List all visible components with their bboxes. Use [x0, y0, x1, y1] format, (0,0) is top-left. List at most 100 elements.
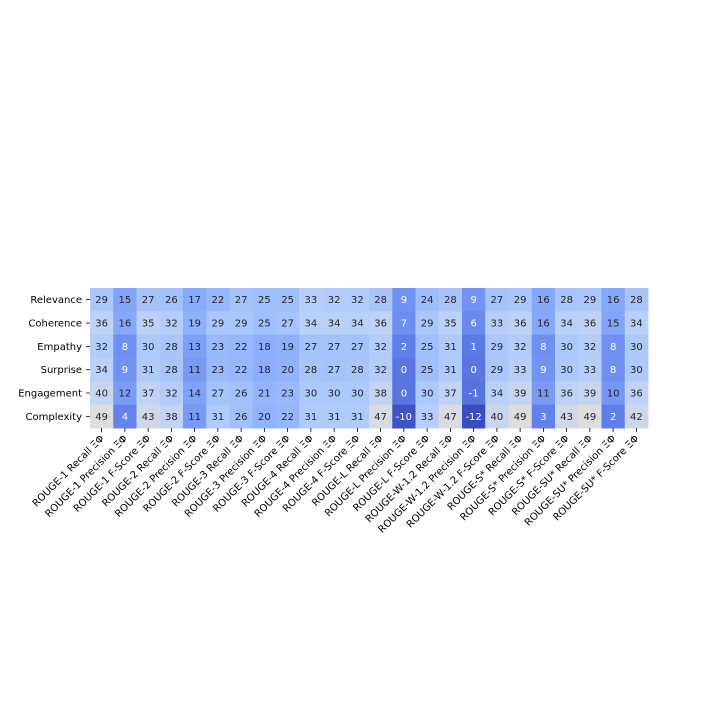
heatmap-cell [508, 311, 533, 336]
heatmap-cell [531, 358, 556, 382]
heatmap-cell [136, 334, 161, 359]
cell-value-label: 8 [540, 342, 546, 353]
row-labels: Relevance Coherence Empathy Surprise Engagem… [18, 295, 90, 423]
heatmap-cell [555, 288, 579, 312]
heatmap-cell [136, 288, 161, 312]
heatmap-cell [485, 334, 509, 359]
heatmap-cell [276, 334, 300, 359]
heatmap-cell [438, 288, 463, 312]
cell-value-label: 32 [374, 365, 387, 376]
cell-value-label: 34 [328, 319, 341, 330]
heatmap-cell [531, 288, 556, 312]
cell-value-label: 20 [258, 412, 271, 423]
heatmap-cell [624, 311, 649, 336]
cell-value-label: 23 [212, 342, 225, 353]
heatmap-cell [531, 334, 556, 359]
cell-value-label: 7 [401, 319, 407, 330]
heatmap-cell [252, 381, 277, 406]
cell-value-label: 17 [188, 295, 201, 306]
heatmap-cell [438, 311, 463, 336]
cell-value-label: 33 [514, 365, 527, 376]
heatmap-cell [601, 358, 626, 382]
heatmap-cell [508, 334, 533, 359]
cell-value-label: 37 [444, 389, 457, 400]
heatmap-cell [299, 288, 323, 312]
heatmap-cell [555, 381, 579, 406]
heatmap-cell [159, 381, 184, 406]
cell-value-label: 31 [351, 412, 364, 423]
cell-value-label: 34 [351, 319, 364, 330]
heatmap-cell [136, 404, 161, 429]
heatmap-cell [601, 311, 626, 336]
heatmap-cell [485, 381, 509, 406]
heatmap-cell [136, 381, 161, 406]
heatmap-cell [555, 334, 579, 359]
cell-value-label: 35 [444, 319, 457, 330]
heatmap-cell [462, 288, 486, 312]
cell-value-label: 31 [444, 365, 457, 376]
cell-value-label: 30 [421, 389, 434, 400]
heatmap-cell [183, 381, 207, 406]
cell-value-label: 36 [584, 319, 597, 330]
heatmap-cell [183, 334, 207, 359]
cell-value-label: 3 [540, 412, 546, 423]
cell-value-label: 27 [328, 342, 341, 353]
cell-value-label: 34 [491, 389, 504, 400]
cell-value-label: 31 [305, 412, 318, 423]
cell-value-label: 28 [351, 365, 364, 376]
cell-value-label: 32 [584, 342, 597, 353]
heatmap-cell [113, 404, 137, 429]
heatmap-cell [345, 288, 370, 312]
cell-value-label: 36 [514, 319, 527, 330]
heatmap-cell [276, 288, 300, 312]
heatmap-cell [555, 311, 579, 336]
row-label: Complexity [26, 412, 83, 423]
cell-value-label: 26 [235, 412, 248, 423]
heatmap-cell [206, 381, 230, 406]
heatmap-cell [159, 334, 184, 359]
heatmap-cell [601, 334, 626, 359]
row-label: Engagement [18, 389, 82, 400]
heatmap-cell [252, 358, 277, 382]
cell-value-label: -12 [465, 412, 481, 423]
heatmap-cell [159, 311, 184, 336]
row-label: Coherence [28, 319, 82, 330]
cell-value-label: 30 [142, 342, 155, 353]
cell-value-label: 26 [235, 389, 248, 400]
heatmap-cell [485, 404, 509, 429]
heatmap-cell [578, 311, 602, 336]
heatmap-cell [345, 334, 370, 359]
cell-value-label: 0 [470, 365, 476, 376]
heatmap-cell [508, 358, 533, 382]
cell-value-label: 28 [165, 365, 178, 376]
heatmap-cell [322, 381, 347, 406]
heatmap-cell [206, 334, 230, 359]
cell-value-label: 27 [235, 295, 248, 306]
heatmap-cell [578, 404, 602, 429]
cell-value-label: 43 [560, 412, 573, 423]
cell-value-label: 21 [258, 389, 271, 400]
cell-value-label: 27 [328, 365, 341, 376]
cell-value-label: 10 [607, 389, 620, 400]
cell-value-label: 29 [421, 319, 434, 330]
cell-value-label: 0 [401, 389, 407, 400]
cell-value-label: 27 [491, 295, 504, 306]
heatmap-cell [485, 358, 509, 382]
cell-value-label: 26 [165, 295, 178, 306]
heatmap-cell [159, 358, 184, 382]
cell-value-label: 39 [584, 389, 597, 400]
cell-value-label: 6 [470, 319, 476, 330]
cell-value-label: 4 [122, 412, 128, 423]
heatmap-cell [229, 381, 254, 406]
cell-value-label: 49 [514, 412, 527, 423]
heatmap-cell [183, 358, 207, 382]
heatmap-cell [462, 334, 486, 359]
heatmap-cell [508, 288, 533, 312]
cell-value-label: 32 [514, 342, 527, 353]
heatmap-cell [345, 311, 370, 336]
cell-value-label: 30 [560, 342, 573, 353]
cell-value-label: 34 [95, 365, 108, 376]
heatmap-cell [369, 311, 393, 336]
heatmap-cell [531, 381, 556, 406]
cell-value-label: 29 [235, 319, 248, 330]
